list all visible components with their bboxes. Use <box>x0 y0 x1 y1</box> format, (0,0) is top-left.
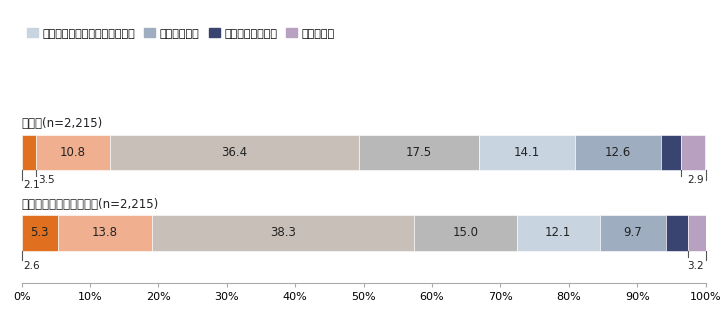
Text: 12.1: 12.1 <box>545 226 572 239</box>
Bar <box>414 215 517 251</box>
Text: 2.1: 2.1 <box>24 180 40 190</box>
Bar <box>58 215 152 251</box>
Text: 17.5: 17.5 <box>405 146 432 159</box>
Text: 2.9: 2.9 <box>687 175 703 185</box>
Bar <box>359 135 479 170</box>
Text: 3.2: 3.2 <box>687 261 703 271</box>
Bar <box>110 135 359 170</box>
Text: 5.3: 5.3 <box>30 226 49 239</box>
Bar <box>666 215 688 251</box>
Bar <box>36 135 110 170</box>
Legend: どちらかといえば買いたくない, 買いたくない, 全く買いたくない, わからない: どちらかといえば買いたくない, 買いたくない, 全く買いたくない, わからない <box>27 28 335 39</box>
Bar <box>22 135 36 170</box>
Text: 3.5: 3.5 <box>38 175 55 185</box>
Text: 9.7: 9.7 <box>624 226 642 239</box>
Text: 2.6: 2.6 <box>24 261 40 271</box>
Bar <box>479 135 575 170</box>
Bar <box>575 135 661 170</box>
Text: 12.6: 12.6 <box>605 146 631 159</box>
Text: 13.8: 13.8 <box>92 226 118 239</box>
Bar <box>681 135 705 170</box>
Bar <box>517 215 600 251</box>
Bar <box>152 215 414 251</box>
Bar <box>661 135 681 170</box>
Text: 10.8: 10.8 <box>60 146 86 159</box>
Bar <box>600 215 666 251</box>
Text: 14.1: 14.1 <box>513 146 540 159</box>
Text: 15.0: 15.0 <box>452 226 479 239</box>
Text: 生鮮品(n=2,215): 生鮮品(n=2,215) <box>22 117 103 130</box>
Text: 38.3: 38.3 <box>270 226 296 239</box>
Text: 36.4: 36.4 <box>221 146 248 159</box>
Bar <box>688 215 706 251</box>
Text: 食品（生鮮品を除く）　(n=2,215): 食品（生鮮品を除く） (n=2,215) <box>22 198 159 211</box>
Bar <box>22 215 58 251</box>
